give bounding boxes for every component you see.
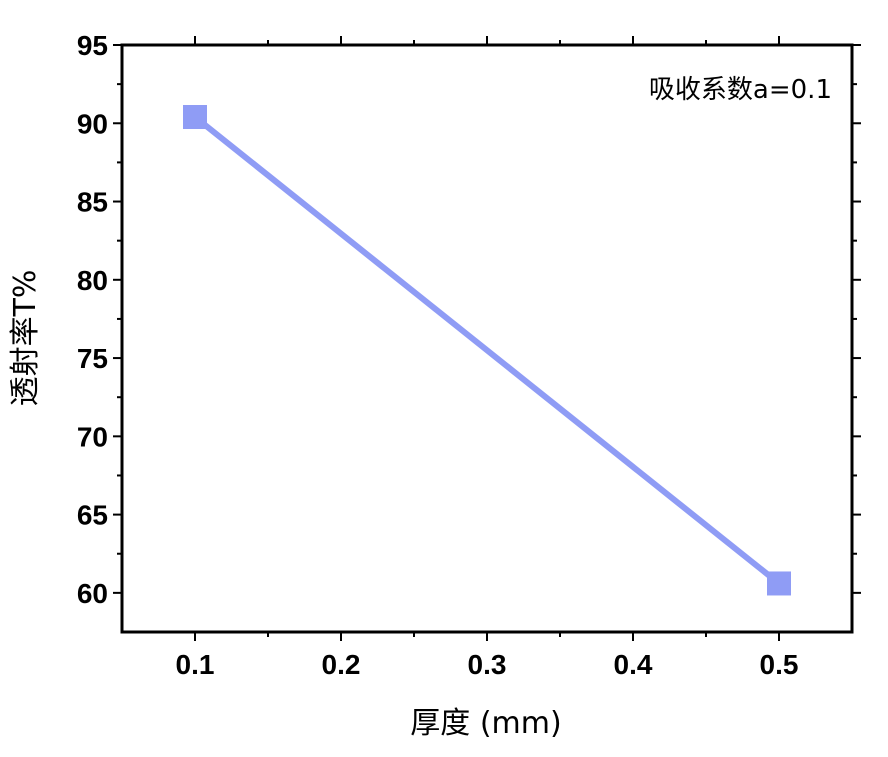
y-tick-label: 90 [77,108,108,139]
labels-layer: 0.1 0.2 0.3 0.4 0.5 60 65 70 75 80 85 90 95 [77,30,799,680]
series-line [193,114,781,586]
x-tick-label: 0.3 [468,649,507,680]
x-tick-label: 0.4 [614,649,653,680]
x-tick-label: 0.1 [176,649,215,680]
plot-frame [120,43,854,634]
y-tick-label: 60 [77,578,108,609]
x-axis-title: 厚度 (mm) [410,706,561,741]
series-layer [183,105,791,596]
data-point-marker [183,105,207,130]
x-tick-label: 0.2 [322,649,361,680]
y-tick-label: 75 [77,343,108,374]
y-tick-label: 65 [77,500,108,531]
y-tick-label: 95 [77,30,108,61]
y-tick-label: 85 [77,187,108,218]
y-tick-label: 70 [77,421,108,452]
data-point-marker [767,571,791,596]
x-tick-label: 0.5 [760,649,799,680]
chart-annotation: 吸收系数a=0.1 [649,75,832,105]
y-tick-label: 80 [77,265,108,296]
y-axis-title: 透射率T% [8,270,43,407]
